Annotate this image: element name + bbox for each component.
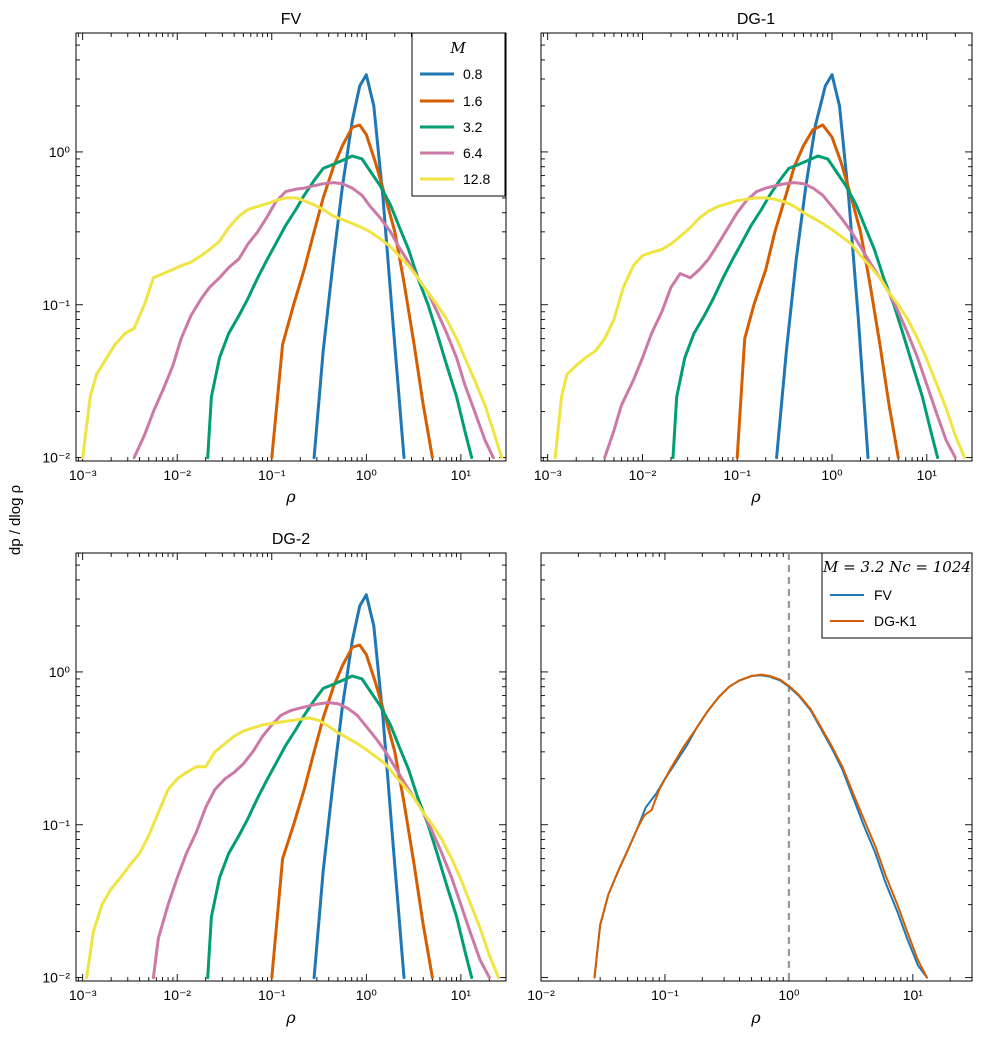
series-line-0.8	[775, 73, 870, 460]
y-tick-label: 10⁻²	[42, 970, 70, 986]
plot-frame	[75, 32, 507, 462]
series-group	[81, 73, 504, 460]
legend-title: M = 3.2 Nc = 1024	[822, 558, 971, 576]
panel-title: DG-2	[272, 531, 310, 548]
x-tick-label: 10⁻¹	[651, 987, 679, 1003]
series-line-6.4	[603, 181, 957, 460]
plot-frame	[75, 552, 507, 982]
series-group	[593, 673, 928, 979]
x-tick-label: 10⁻²	[527, 987, 555, 1003]
legend-label-0.8: 0.8	[463, 66, 483, 82]
series-line-6.4	[151, 701, 491, 980]
legend-label-6.4: 6.4	[463, 145, 483, 161]
series-line-dg-k1	[593, 673, 928, 979]
x-tick-label: 10¹	[451, 467, 472, 483]
x-tick-label: 10⁻³	[69, 467, 97, 483]
x-tick-label: 10⁻²	[163, 987, 191, 1003]
axis-ticks: 10⁻² 10⁻¹ 10⁰ 10¹	[527, 552, 973, 1003]
legend: M = 3.2 Nc = 1024 FV DG-K1	[821, 552, 973, 639]
series-line-3.2	[206, 154, 474, 460]
series-line-6.4	[132, 181, 495, 460]
shared-y-axis-label: dp / dlog ρ	[7, 485, 24, 555]
series-line-3.2	[206, 674, 474, 980]
legend-label-fv: FV	[874, 587, 893, 603]
legend-box	[411, 32, 506, 197]
x-tick-label: 10⁰	[821, 467, 843, 483]
axis-ticks: 10⁻³ 10⁻² 10⁻¹ 10⁰ 10¹	[534, 32, 973, 483]
y-tick-label: 10⁻²	[42, 450, 70, 466]
x-tick-label: 10⁰	[356, 467, 378, 483]
y-tick-label: 10⁰	[49, 144, 71, 160]
x-tick-label: 10⁻¹	[258, 467, 286, 483]
x-axis-label: ρ	[285, 487, 296, 506]
x-tick-label: 10⁰	[778, 987, 800, 1003]
series-line-12.8	[553, 196, 966, 460]
x-tick-label: 10⁰	[356, 987, 378, 1003]
legend: M 0.8 1.6 3.2 6.4 12.8	[411, 32, 506, 197]
x-tick-label: 10⁻¹	[258, 987, 286, 1003]
y-tick-label: 10⁻¹	[42, 817, 70, 833]
plot-frame	[540, 552, 973, 982]
legend-title: M	[449, 39, 466, 57]
panel-title: DG-1	[737, 11, 775, 28]
y-tick-label: 10⁻¹	[42, 297, 70, 313]
plot-frame	[540, 32, 973, 462]
x-axis-label: ρ	[285, 1008, 296, 1027]
x-axis-label: ρ	[750, 487, 761, 506]
panel-title: FV	[281, 11, 302, 28]
x-tick-label: 10¹	[917, 467, 938, 483]
legend-label-3.2: 3.2	[463, 119, 483, 135]
legend-label-12.8: 12.8	[463, 171, 490, 187]
series-line-1.6	[735, 123, 900, 460]
x-tick-label: 10¹	[451, 987, 472, 1003]
y-tick-label: 10⁰	[49, 664, 71, 680]
x-tick-label: 10⁻³	[69, 987, 97, 1003]
series-line-0.8	[312, 73, 406, 460]
series-group	[85, 593, 500, 980]
series-group	[553, 73, 966, 460]
series-line-0.8	[312, 593, 406, 980]
series-line-12.8	[85, 716, 500, 980]
legend-label-1.6: 1.6	[463, 93, 483, 109]
legend-label-dg-k1: DG-K1	[874, 613, 917, 629]
series-line-3.2	[671, 154, 940, 460]
x-tick-label: 10⁻²	[629, 467, 657, 483]
x-tick-label: 10⁻³	[534, 467, 562, 483]
panel-comparison: 10⁻² 10⁻¹ 10⁰ 10¹ ρ M = 3.2 Nc = 1024 FV DG…	[527, 552, 973, 1027]
series-line-1.6	[270, 123, 434, 460]
panel-dg1: DG-1 10⁻³ 10⁻² 10⁻¹ 10⁰ 10¹ ρ	[534, 11, 973, 506]
x-axis-label: ρ	[750, 1008, 761, 1027]
series-line-fv	[593, 674, 928, 979]
x-tick-label: 10⁻²	[163, 467, 191, 483]
x-tick-label: 10¹	[903, 987, 924, 1003]
series-line-12.8	[81, 196, 504, 460]
x-tick-label: 10⁻¹	[723, 467, 751, 483]
series-line-1.6	[270, 643, 434, 980]
